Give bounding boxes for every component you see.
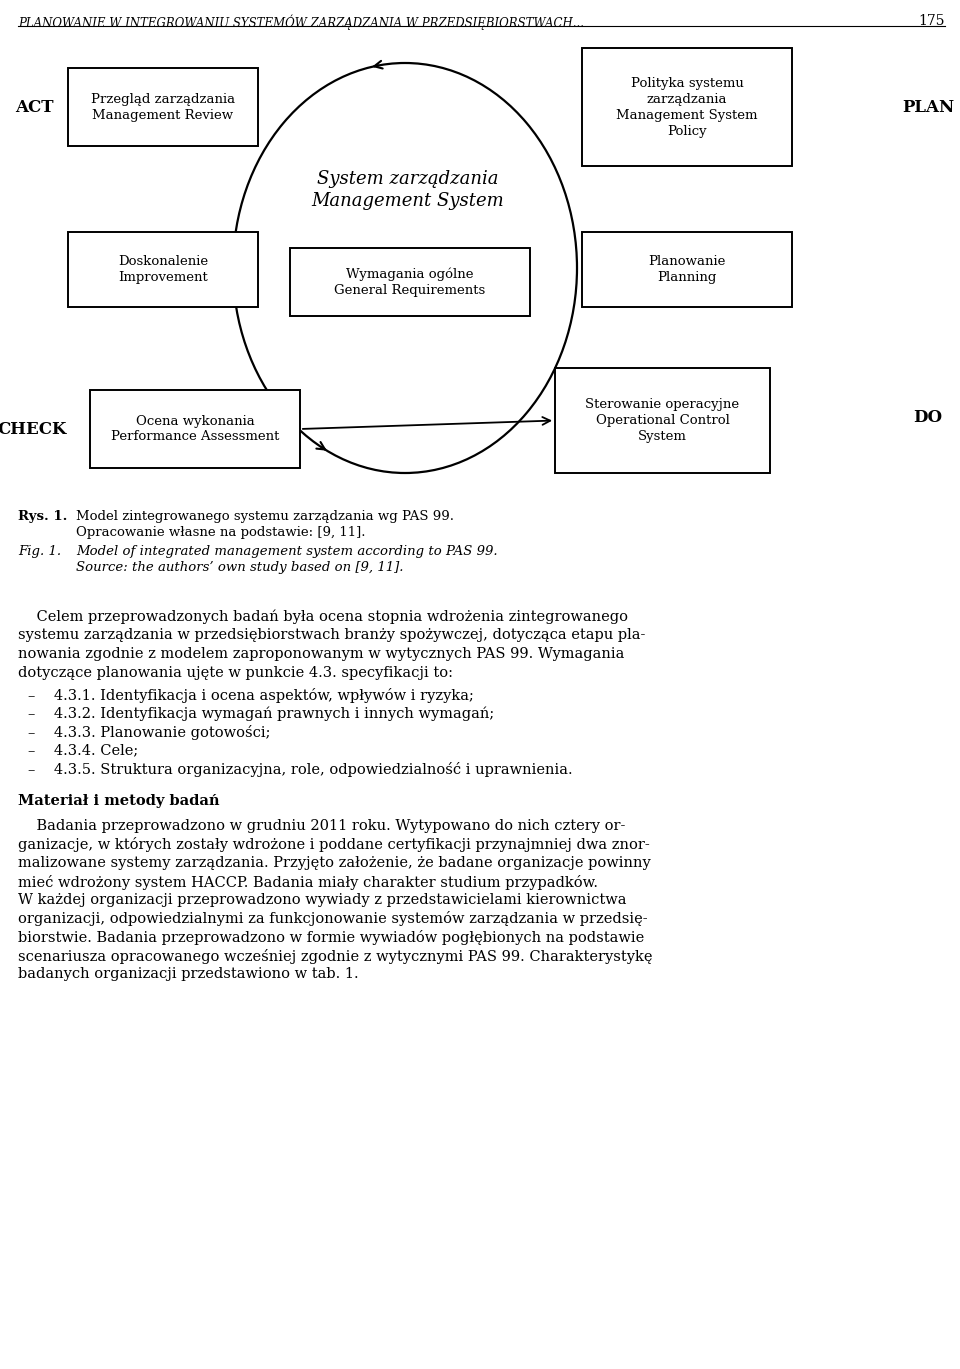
Text: Source: the authors’ own study based on [9, 11].: Source: the authors’ own study based on … (76, 561, 403, 574)
Text: DO: DO (913, 409, 943, 427)
Text: Wymagania ogólne
General Requirements: Wymagania ogólne General Requirements (334, 267, 486, 297)
Text: –    4.3.3. Planowanie gotowości;: – 4.3.3. Planowanie gotowości; (28, 726, 271, 741)
Bar (555, 368, 770, 474)
Text: ACT: ACT (14, 100, 53, 116)
Text: Sterowanie operacyjne
Operational Control
System: Sterowanie operacyjne Operational Contro… (586, 398, 739, 444)
Text: dotyczące planowania ujęte w punkcie 4.3. specyfikacji to:: dotyczące planowania ujęte w punkcie 4.3… (18, 665, 453, 679)
Text: Planowanie
Planning: Planowanie Planning (648, 255, 726, 283)
Bar (290, 248, 530, 316)
Text: PLAN: PLAN (902, 100, 954, 116)
Bar (68, 68, 258, 146)
Text: nowania zgodnie z modelem zaproponowanym w wytycznych PAS 99. Wymagania: nowania zgodnie z modelem zaproponowanym… (18, 648, 624, 661)
Text: Opracowanie własne na podstawie: [9, 11].: Opracowanie własne na podstawie: [9, 11]… (76, 526, 366, 539)
Text: systemu zarządzania w przedsiębiorstwach branży spożywczej, dotycząca etapu pla-: systemu zarządzania w przedsiębiorstwach… (18, 628, 645, 642)
Text: scenariusza opracowanego wcześniej zgodnie z wytycznymi PAS 99. Charakterystykę: scenariusza opracowanego wcześniej zgodn… (18, 949, 653, 964)
Bar (582, 231, 792, 307)
Text: –    4.3.4. Cele;: – 4.3.4. Cele; (28, 743, 138, 757)
Bar (90, 390, 300, 468)
Text: Fig. 1.: Fig. 1. (18, 545, 61, 559)
Text: PLANOWANIE W INTEGROWANIU SYSTEMÓW ZARZĄDZANIA W PRZEDSIĘBIORSTWACH...: PLANOWANIE W INTEGROWANIU SYSTEMÓW ZARZĄ… (18, 14, 584, 30)
Text: malizowane systemy zarządzania. Przyjęto założenie, że badane organizacje powinn: malizowane systemy zarządzania. Przyjęto… (18, 856, 651, 871)
Text: Celem przeprowadzonych badań była ocena stopnia wdrożenia zintegrowanego: Celem przeprowadzonych badań była ocena … (18, 611, 628, 624)
Text: –    4.3.1. Identyfikacja i ocena aspektów, wpływów i ryzyka;: – 4.3.1. Identyfikacja i ocena aspektów,… (28, 689, 474, 704)
Text: badanych organizacji przedstawiono w tab. 1.: badanych organizacji przedstawiono w tab… (18, 967, 359, 982)
Bar (582, 48, 792, 166)
Text: mieć wdrożony system HACCP. Badania miały charakter studium przypadków.: mieć wdrożony system HACCP. Badania miał… (18, 875, 598, 890)
Text: Model zintegrowanego systemu zarządzania wg PAS 99.: Model zintegrowanego systemu zarządzania… (76, 511, 454, 523)
Text: Model of integrated management system according to PAS 99.: Model of integrated management system ac… (76, 545, 497, 559)
Text: W każdej organizacji przeprowadzono wywiady z przedstawicielami kierownictwa: W każdej organizacji przeprowadzono wywi… (18, 893, 627, 908)
Text: Przegląd zarządzania
Management Review: Przegląd zarządzania Management Review (91, 93, 235, 122)
Bar (68, 231, 258, 307)
Text: Materiał i metody badań: Materiał i metody badań (18, 794, 220, 809)
Text: Polityka systemu
zarządzania
Management System
Policy: Polityka systemu zarządzania Management … (616, 77, 757, 137)
Text: ganizacje, w których zostały wdrożone i poddane certyfikacji przynajmniej dwa zn: ganizacje, w których zostały wdrożone i … (18, 838, 650, 853)
Text: organizacji, odpowiedzialnymi za funkcjonowanie systemów zarządzania w przedsię-: organizacji, odpowiedzialnymi za funkcjo… (18, 912, 648, 927)
Text: biorstwie. Badania przeprowadzono w formie wywiadów pogłębionych na podstawie: biorstwie. Badania przeprowadzono w form… (18, 930, 644, 945)
Text: –    4.3.5. Struktura organizacyjna, role, odpowiedzialność i uprawnienia.: – 4.3.5. Struktura organizacyjna, role, … (28, 763, 572, 778)
Text: Badania przeprowadzono w grudniu 2011 roku. Wytypowano do nich cztery or-: Badania przeprowadzono w grudniu 2011 ro… (18, 819, 625, 832)
Text: Doskonalenie
Improvement: Doskonalenie Improvement (118, 255, 208, 283)
Text: –    4.3.2. Identyfikacja wymagań prawnych i innych wymagań;: – 4.3.2. Identyfikacja wymagań prawnych … (28, 706, 494, 721)
Text: CHECK: CHECK (0, 422, 66, 438)
Text: Rys. 1.: Rys. 1. (18, 511, 67, 523)
Text: Ocena wykonania
Performance Assessment: Ocena wykonania Performance Assessment (110, 415, 279, 444)
Text: 175: 175 (919, 14, 945, 27)
Text: System zarządzania
Management System: System zarządzania Management System (312, 170, 504, 209)
